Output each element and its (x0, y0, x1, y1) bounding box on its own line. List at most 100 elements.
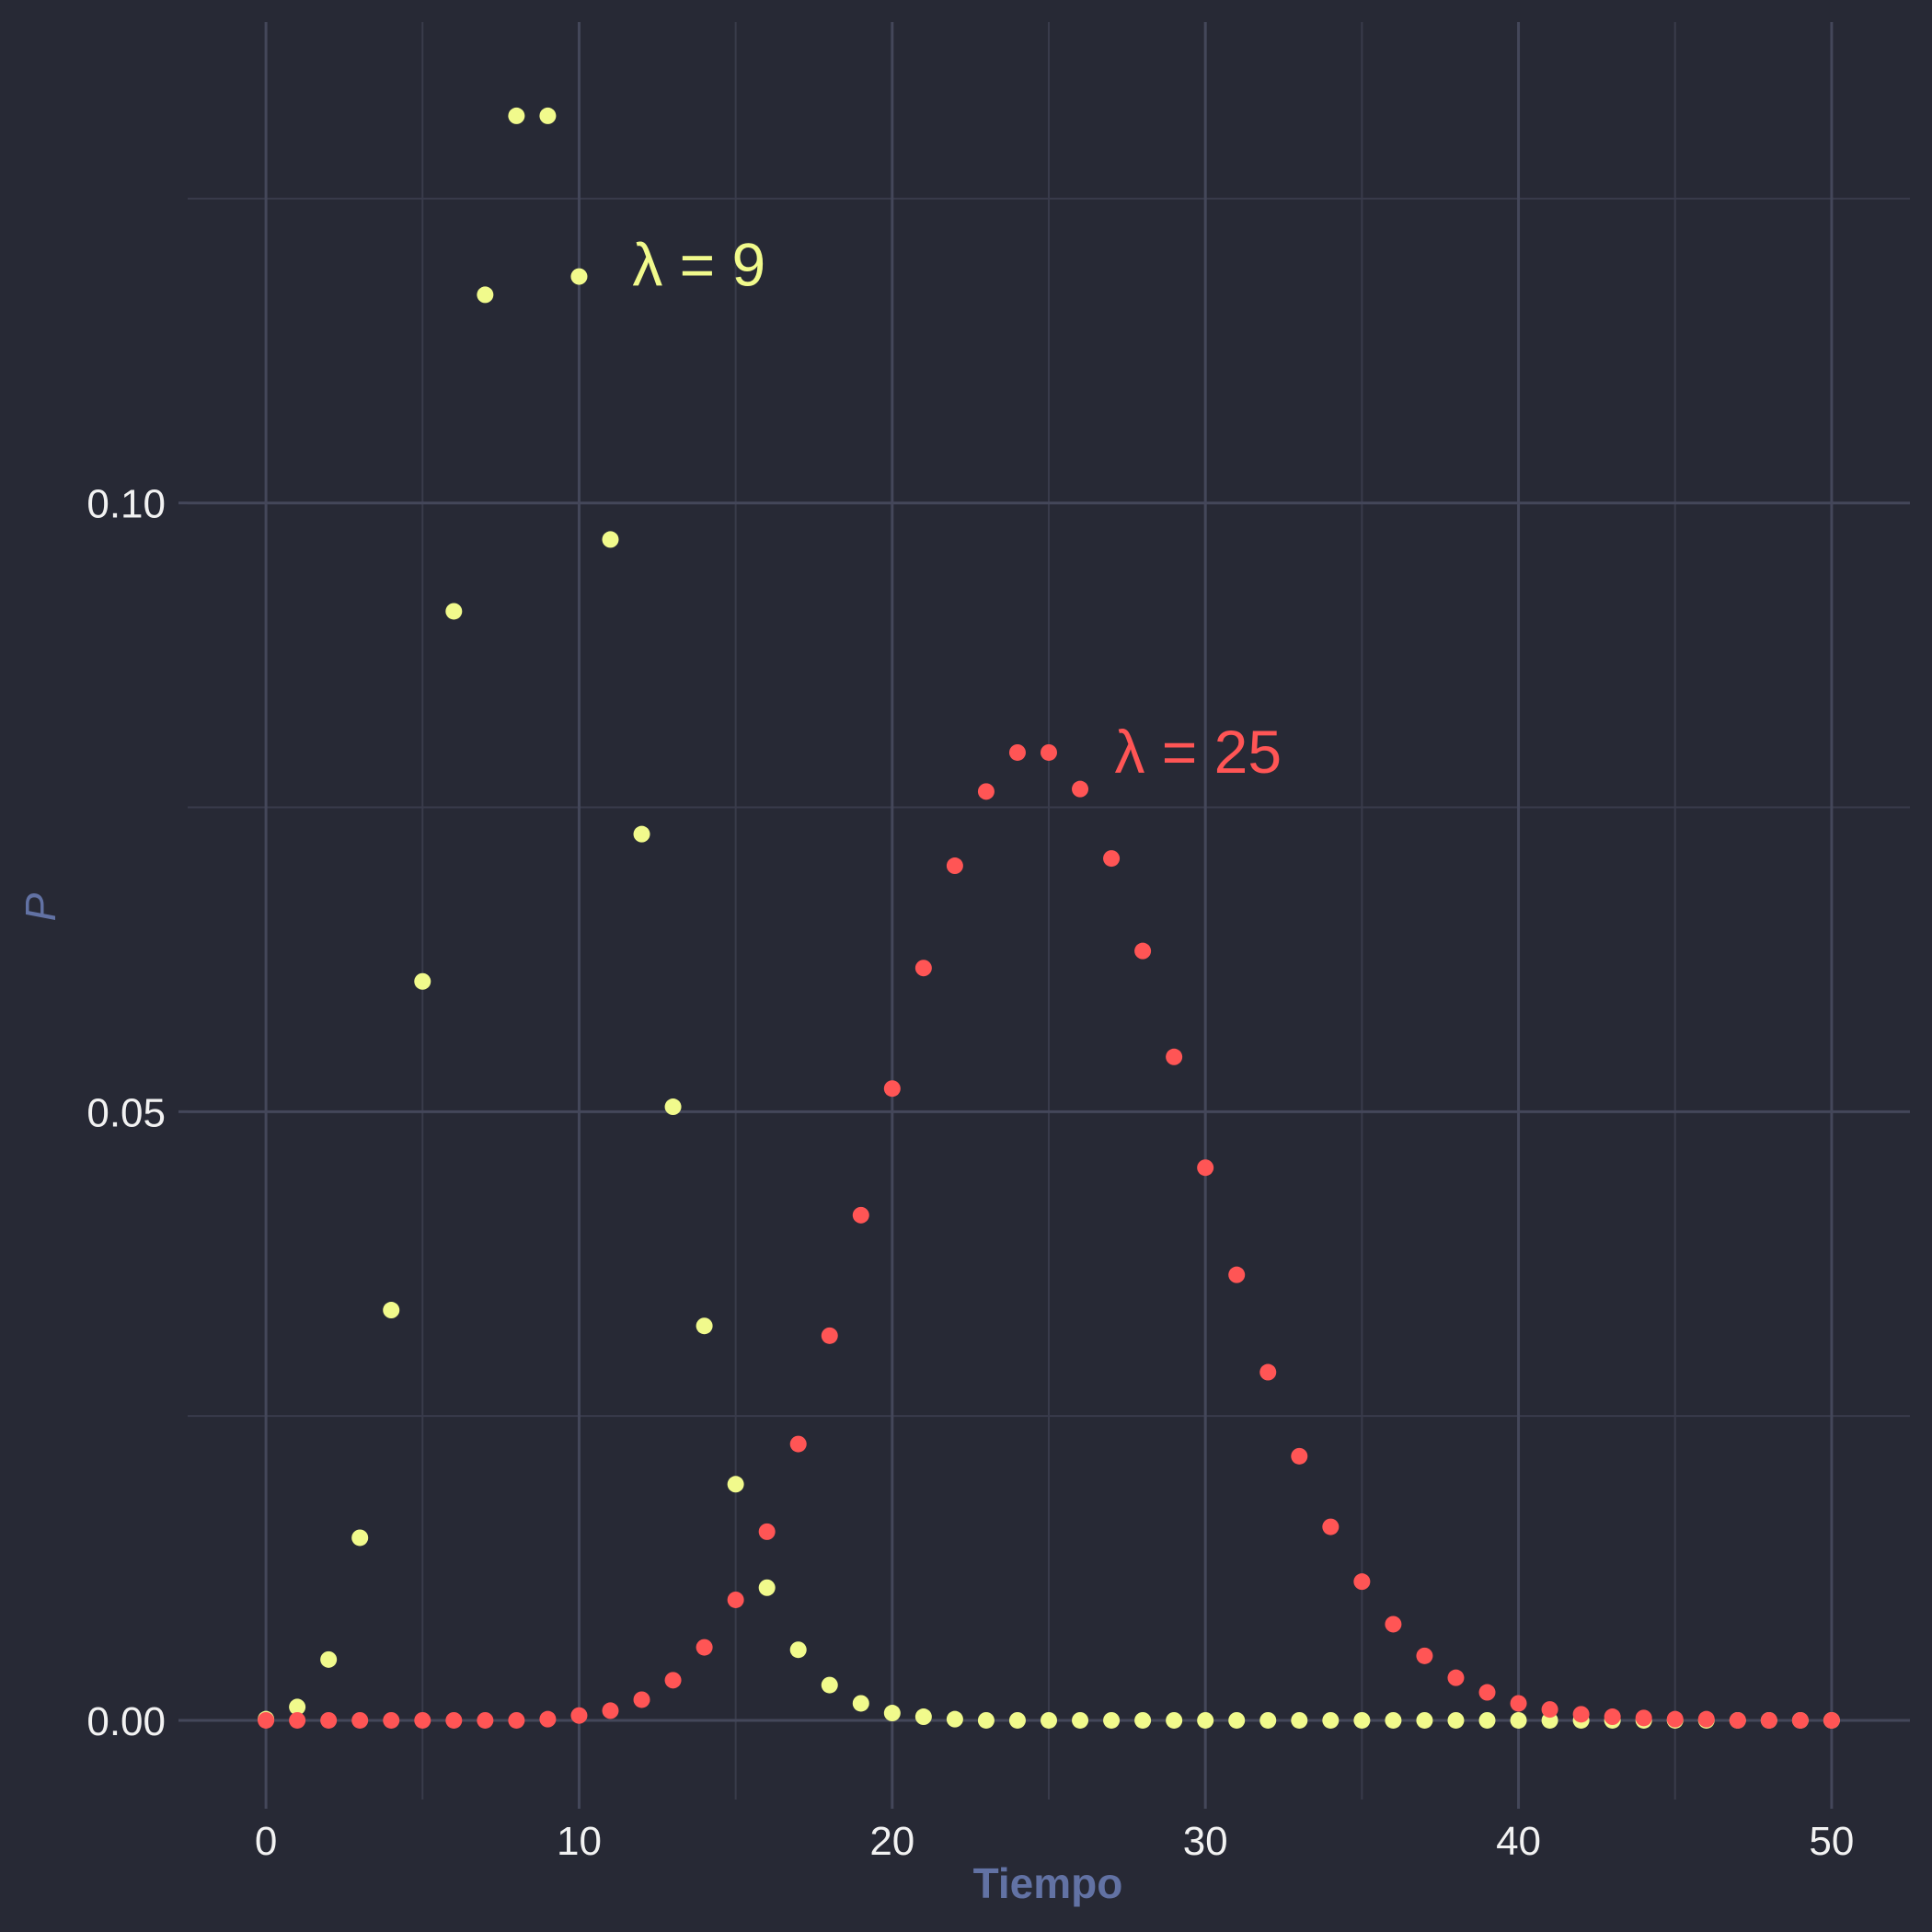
data-point (1103, 1711, 1121, 1729)
data-point (1353, 1711, 1371, 1729)
data-point (539, 107, 557, 124)
data-point (1478, 1684, 1496, 1701)
data-point (1604, 1708, 1621, 1726)
data-point (946, 857, 963, 875)
data-point (289, 1698, 306, 1716)
data-point (727, 1476, 744, 1493)
data-point (508, 107, 525, 124)
x-tick-label: 0 (255, 1819, 277, 1864)
data-point (1259, 1711, 1277, 1729)
data-point (1510, 1695, 1527, 1712)
data-point (1197, 1159, 1214, 1177)
data-point (1134, 942, 1152, 960)
data-point (1353, 1573, 1371, 1591)
data-point (664, 1672, 682, 1689)
data-point (977, 1711, 995, 1729)
data-point (1541, 1701, 1558, 1719)
data-point (633, 1691, 650, 1708)
data-point (758, 1523, 776, 1540)
data-point (1228, 1266, 1246, 1283)
series-annotation: λ = 25 (1114, 718, 1282, 786)
data-point (539, 1710, 557, 1728)
data-point (1072, 780, 1089, 798)
data-point (977, 783, 995, 800)
data-point (289, 1711, 306, 1729)
data-point (1103, 850, 1121, 868)
data-point (477, 1711, 494, 1729)
data-point (320, 1711, 338, 1729)
data-point (852, 1695, 869, 1712)
x-tick-label: 20 (869, 1819, 914, 1864)
data-point (1823, 1711, 1840, 1729)
data-point (914, 1708, 932, 1726)
x-tick-label: 30 (1183, 1819, 1228, 1864)
data-point (570, 1707, 588, 1724)
data-point (883, 1705, 901, 1722)
data-point (1510, 1711, 1527, 1729)
data-point (414, 1711, 431, 1729)
annotation-layer: λ = 9 λ = 25 (632, 231, 1282, 786)
data-point (320, 1650, 338, 1668)
data-point (664, 1098, 682, 1116)
data-point (1197, 1711, 1214, 1729)
data-point (1760, 1711, 1777, 1729)
y-tick-label: 0.00 (86, 1699, 166, 1744)
data-point (445, 603, 463, 620)
data-point (383, 1302, 400, 1319)
x-tick-label: 40 (1496, 1819, 1541, 1864)
y-tick-label: 0.10 (86, 482, 166, 527)
data-point (1228, 1711, 1246, 1729)
data-point (1041, 1711, 1057, 1729)
data-point (477, 286, 494, 304)
data-point (602, 1702, 619, 1719)
data-point (1291, 1711, 1308, 1729)
x-tick-label: 50 (1809, 1819, 1854, 1864)
data-point (1416, 1711, 1433, 1729)
data-point (1416, 1647, 1433, 1664)
data-point (258, 1711, 275, 1729)
y-axis-title: P (17, 892, 64, 921)
data-point (1385, 1616, 1402, 1633)
data-point (1072, 1711, 1089, 1729)
data-point (1635, 1709, 1652, 1727)
data-point (696, 1639, 713, 1656)
data-point (1166, 1048, 1183, 1065)
data-point (1166, 1711, 1183, 1729)
grid-layer (188, 22, 1910, 1800)
data-point (914, 960, 932, 977)
data-point (508, 1711, 525, 1729)
data-point (1134, 1711, 1152, 1729)
data-point (1572, 1706, 1590, 1723)
data-point (852, 1206, 869, 1224)
data-point (758, 1579, 776, 1596)
points-layer (258, 107, 1840, 1729)
data-point (946, 1710, 963, 1728)
data-point (383, 1711, 400, 1729)
data-point (1447, 1669, 1465, 1686)
data-point (1666, 1710, 1684, 1728)
data-point (1008, 1711, 1026, 1729)
data-point (414, 972, 431, 990)
x-tick-label: 10 (557, 1819, 602, 1864)
data-point (1697, 1710, 1715, 1728)
data-point (1729, 1711, 1746, 1729)
data-point (570, 268, 588, 285)
data-point (1791, 1711, 1809, 1729)
data-point (351, 1711, 369, 1729)
axis-layer: 0 10 20 30 40 50 0.00 0.05 0.10 (86, 482, 1854, 1864)
series-1 (258, 743, 1840, 1729)
data-point (1322, 1518, 1340, 1535)
data-point (789, 1435, 807, 1453)
data-point (351, 1529, 369, 1547)
data-point (821, 1327, 838, 1344)
data-point (821, 1676, 838, 1694)
data-point (1385, 1711, 1402, 1729)
data-point (1447, 1711, 1465, 1729)
data-point (789, 1641, 807, 1659)
data-point (1291, 1447, 1308, 1465)
series-annotation: λ = 9 (632, 231, 765, 299)
data-point (1008, 743, 1026, 761)
data-point (1322, 1711, 1340, 1729)
data-point (696, 1317, 713, 1335)
